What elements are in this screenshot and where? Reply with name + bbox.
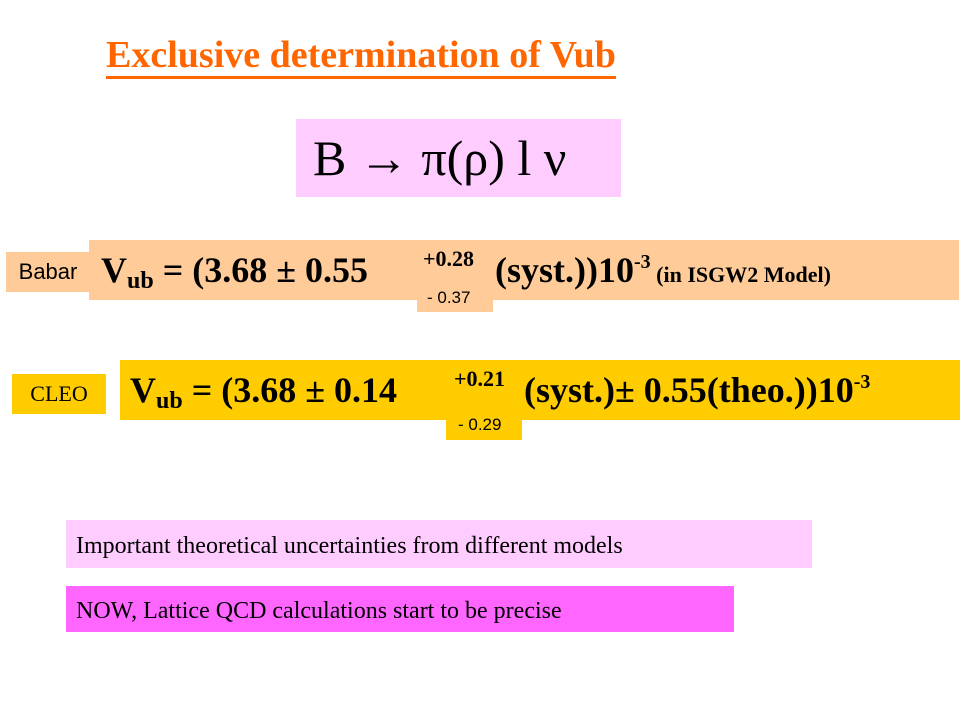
cleo-equation-box: Vub = (3.68 ± 0.14 (syst.)± 0.55(theo.))…: [120, 360, 960, 420]
babar-model: (in ISGW2 Model): [650, 262, 831, 287]
babar-value: = (3.68 ± 0.55: [153, 250, 377, 290]
babar-equation-box: Vub = (3.68 ± 0.55 (syst.))10-3 (in ISGW…: [89, 240, 959, 300]
cleo-equation: Vub = (3.68 ± 0.14: [130, 370, 406, 415]
cleo-label: CLEO: [12, 374, 106, 414]
cleo-error-up: +0.21: [454, 366, 506, 391]
babar-error-down-box: - 0.37: [417, 286, 493, 312]
cleo-v: V: [130, 370, 156, 410]
babar-exponent: -3: [633, 251, 651, 273]
cleo-tail: (syst.)± 0.55(theo.))10-3: [524, 370, 870, 416]
babar-syst: (syst.))10: [495, 250, 634, 290]
cleo-v-subscript: ub: [156, 388, 183, 414]
cleo-syst: (syst.)± 0.55(theo.))10: [524, 370, 854, 410]
decay-process-box: B → π(ρ) l ν: [296, 119, 621, 197]
babar-tail: (syst.))10-3 (in ISGW2 Model): [495, 250, 831, 296]
cleo-error-down-box: - 0.29: [446, 412, 522, 440]
babar-equation: Vub = (3.68 ± 0.55: [101, 250, 377, 295]
note-lattice-qcd: NOW, Lattice QCD calculations start to b…: [66, 586, 734, 632]
babar-v-subscript: ub: [127, 268, 154, 294]
cleo-error-down: - 0.29: [458, 415, 502, 434]
babar-v: V: [101, 250, 127, 290]
decay-formula: B → π(ρ) l ν: [313, 130, 567, 186]
note-theoretical-uncertainties: Important theoretical uncertainties from…: [66, 520, 812, 568]
cleo-exponent: -3: [853, 371, 871, 393]
babar-error-down: - 0.37: [427, 288, 471, 307]
babar-label: Babar: [6, 252, 90, 292]
slide-title: Exclusive determination of Vub: [106, 34, 616, 79]
cleo-value: = (3.68 ± 0.14: [182, 370, 406, 410]
babar-error-up: +0.28: [423, 246, 475, 271]
